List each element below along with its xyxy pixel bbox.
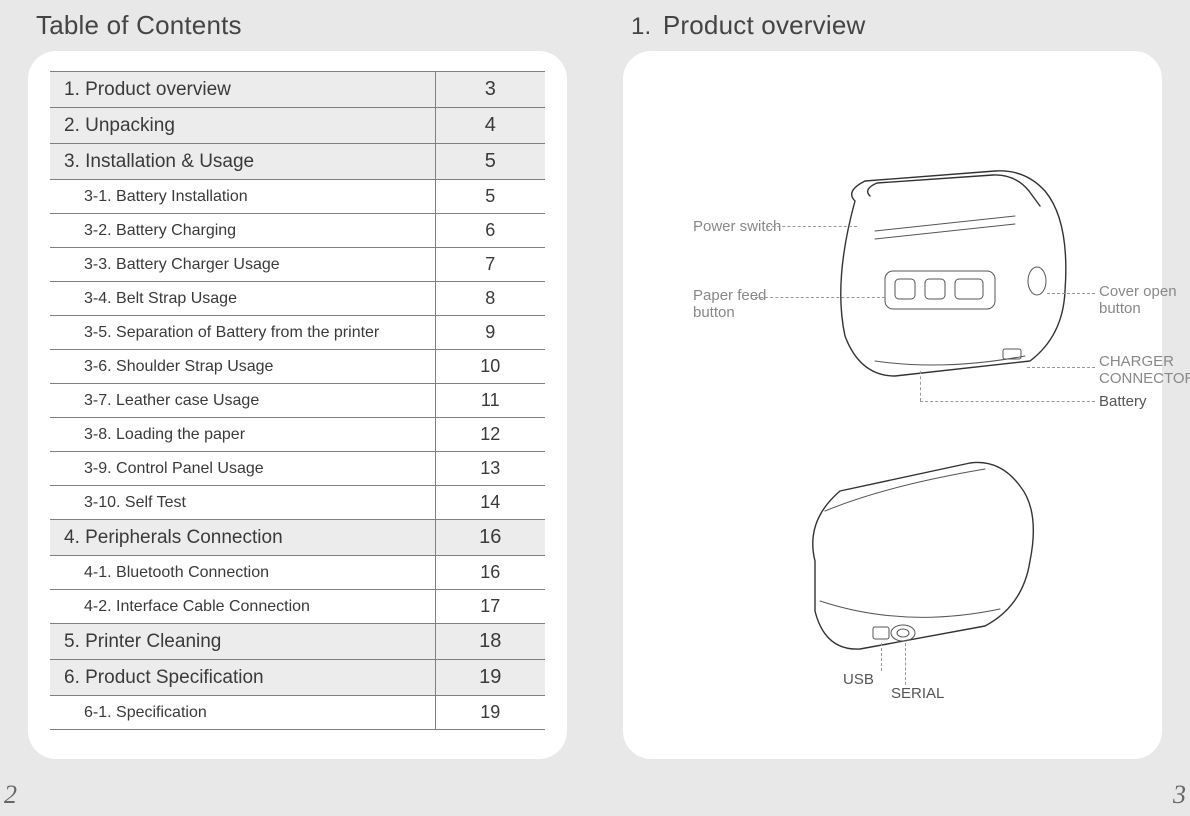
toc-row: 1. Product overview3: [50, 72, 545, 108]
toc-row: 6-1. Speciﬁcation19: [50, 696, 545, 730]
toc-page: 6: [435, 214, 545, 248]
toc-label: 3-4. Belt Strap Usage: [50, 282, 435, 316]
toc-row: 4-2. Interface Cable Connection17: [50, 590, 545, 624]
toc-row: 3-4. Belt Strap Usage8: [50, 282, 545, 316]
toc-page: 13: [435, 452, 545, 486]
toc-page: 11: [435, 384, 545, 418]
toc-label: 3-1. Battery Installation: [50, 180, 435, 214]
left-page: Table of Contents 1. Product overview32.…: [0, 0, 595, 816]
label-cover-open: Cover open button: [1099, 283, 1177, 318]
toc-page: 10: [435, 350, 545, 384]
toc-title: Table of Contents: [36, 10, 567, 41]
toc-row: 4-1. Bluetooth Connection16: [50, 556, 545, 590]
toc-label: 3-2. Battery Charging: [50, 214, 435, 248]
toc-row: 3-9. Control Panel Usage13: [50, 452, 545, 486]
toc-card: 1. Product overview32. Unpacking43. Inst…: [28, 51, 567, 759]
overview-card: Power switch Paper feed button Cover ope…: [623, 51, 1162, 759]
toc-label: 3-10. Self Test: [50, 486, 435, 520]
toc-row: 6. Product Speciﬁcation19: [50, 660, 545, 696]
toc-page: 16: [435, 520, 545, 556]
toc-label: 4-2. Interface Cable Connection: [50, 590, 435, 624]
toc-row: 3-6. Shoulder Strap Usage10: [50, 350, 545, 384]
right-page: 1. Product overview: [595, 0, 1190, 816]
toc-label: 3-5. Separation of Battery from the prin…: [50, 316, 435, 350]
printer-bottom-icon: [785, 451, 1045, 661]
toc-label: 3-9. Control Panel Usage: [50, 452, 435, 486]
toc-label: 4. Peripherals Connection: [50, 520, 435, 556]
toc-label: 3-6. Shoulder Strap Usage: [50, 350, 435, 384]
label-charger: CHARGER CONNECTOR: [1099, 353, 1190, 388]
toc-label: 3-3. Battery Charger Usage: [50, 248, 435, 282]
page-number-right: 3: [1173, 780, 1186, 810]
toc-page: 19: [435, 696, 545, 730]
label-paper-feed: Paper feed button: [693, 287, 766, 322]
label-power-switch: Power switch: [693, 218, 781, 235]
toc-row: 3-7. Leather case Usage11: [50, 384, 545, 418]
page-number-left: 2: [4, 780, 17, 810]
overview-title: 1. Product overview: [631, 10, 1162, 41]
toc-row: 5. Printer Cleaning18: [50, 624, 545, 660]
toc-row: 3-10. Self Test14: [50, 486, 545, 520]
toc-row: 3-8. Loading the paper12: [50, 418, 545, 452]
overview-title-num: 1.: [631, 13, 651, 40]
printer-top-icon: [815, 161, 1075, 391]
toc-table: 1. Product overview32. Unpacking43. Inst…: [50, 71, 545, 730]
toc-label: 4-1. Bluetooth Connection: [50, 556, 435, 590]
toc-row: 3-1. Battery Installation5: [50, 180, 545, 214]
toc-page: 5: [435, 180, 545, 214]
toc-label: 2. Unpacking: [50, 108, 435, 144]
toc-label: 3-7. Leather case Usage: [50, 384, 435, 418]
toc-page: 19: [435, 660, 545, 696]
toc-row: 3-5. Separation of Battery from the prin…: [50, 316, 545, 350]
toc-row: 3-2. Battery Charging6: [50, 214, 545, 248]
toc-page: 12: [435, 418, 545, 452]
label-serial: SERIAL: [891, 685, 944, 702]
toc-page: 7: [435, 248, 545, 282]
toc-label: 3. Installation & Usage: [50, 144, 435, 180]
toc-row: 4. Peripherals Connection16: [50, 520, 545, 556]
toc-label: 5. Printer Cleaning: [50, 624, 435, 660]
toc-label: 6. Product Speciﬁcation: [50, 660, 435, 696]
toc-row: 2. Unpacking4: [50, 108, 545, 144]
toc-row: 3. Installation & Usage5: [50, 144, 545, 180]
toc-page: 3: [435, 72, 545, 108]
toc-page: 8: [435, 282, 545, 316]
toc-page: 5: [435, 144, 545, 180]
toc-label: 1. Product overview: [50, 72, 435, 108]
toc-label: 3-8. Loading the paper: [50, 418, 435, 452]
toc-page: 17: [435, 590, 545, 624]
toc-row: 3-3. Battery Charger Usage7: [50, 248, 545, 282]
toc-label: 6-1. Speciﬁcation: [50, 696, 435, 730]
label-battery: Battery: [1099, 393, 1147, 410]
toc-page: 14: [435, 486, 545, 520]
diagram-area: Power switch Paper feed button Cover ope…: [645, 71, 1140, 739]
toc-page: 18: [435, 624, 545, 660]
toc-page: 16: [435, 556, 545, 590]
label-usb: USB: [843, 671, 874, 688]
toc-page: 9: [435, 316, 545, 350]
toc-page: 4: [435, 108, 545, 144]
overview-title-text: Product overview: [663, 10, 866, 40]
